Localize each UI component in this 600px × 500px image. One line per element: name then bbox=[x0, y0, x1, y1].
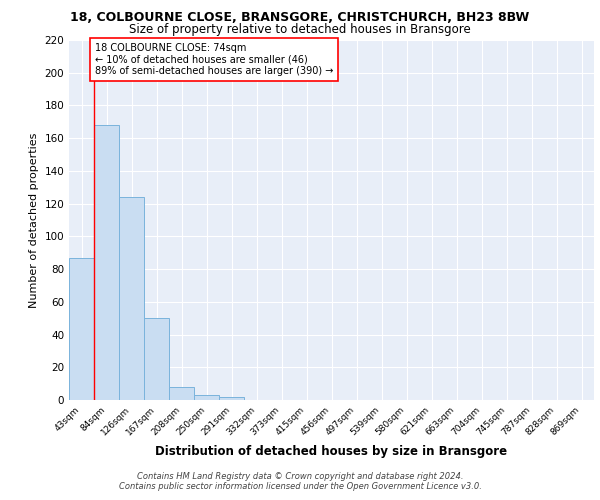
Bar bbox=[219, 396, 244, 400]
Bar bbox=[169, 387, 194, 400]
Text: Size of property relative to detached houses in Bransgore: Size of property relative to detached ho… bbox=[129, 22, 471, 36]
X-axis label: Distribution of detached houses by size in Bransgore: Distribution of detached houses by size … bbox=[155, 446, 508, 458]
Text: Contains HM Land Registry data © Crown copyright and database right 2024.: Contains HM Land Registry data © Crown c… bbox=[137, 472, 463, 481]
Bar bbox=[144, 318, 169, 400]
Text: Contains public sector information licensed under the Open Government Licence v3: Contains public sector information licen… bbox=[119, 482, 481, 491]
Bar bbox=[194, 395, 219, 400]
Y-axis label: Number of detached properties: Number of detached properties bbox=[29, 132, 39, 308]
Text: 18 COLBOURNE CLOSE: 74sqm
← 10% of detached houses are smaller (46)
89% of semi-: 18 COLBOURNE CLOSE: 74sqm ← 10% of detac… bbox=[95, 44, 334, 76]
Bar bbox=[69, 258, 94, 400]
Bar bbox=[119, 197, 144, 400]
Text: 18, COLBOURNE CLOSE, BRANSGORE, CHRISTCHURCH, BH23 8BW: 18, COLBOURNE CLOSE, BRANSGORE, CHRISTCH… bbox=[70, 11, 530, 24]
Bar bbox=[94, 125, 119, 400]
